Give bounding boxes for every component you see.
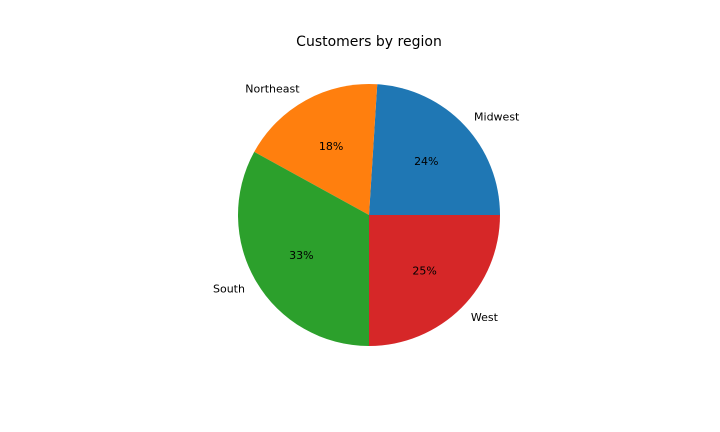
slice-percent-west: 25% — [412, 265, 436, 278]
slice-label-south: South — [213, 282, 245, 295]
pie-slice-midwest — [369, 84, 500, 215]
slice-label-west: West — [471, 311, 499, 324]
slice-percent-south: 33% — [289, 249, 313, 262]
slice-label-northeast: Northeast — [245, 83, 300, 96]
pie-slices — [238, 84, 500, 346]
slice-label-midwest: Midwest — [474, 110, 520, 123]
pie-labels: Midwest 24% Northeast 18% South 33% West 25% — [213, 83, 520, 324]
pie-slice-west — [369, 215, 500, 346]
slice-percent-northeast: 18% — [319, 140, 343, 153]
pie-slice-south — [238, 151, 369, 346]
pie-slice-northeast — [254, 84, 378, 215]
chart-title: Customers by region — [296, 34, 442, 50]
slice-percent-midwest: 24% — [414, 155, 438, 168]
